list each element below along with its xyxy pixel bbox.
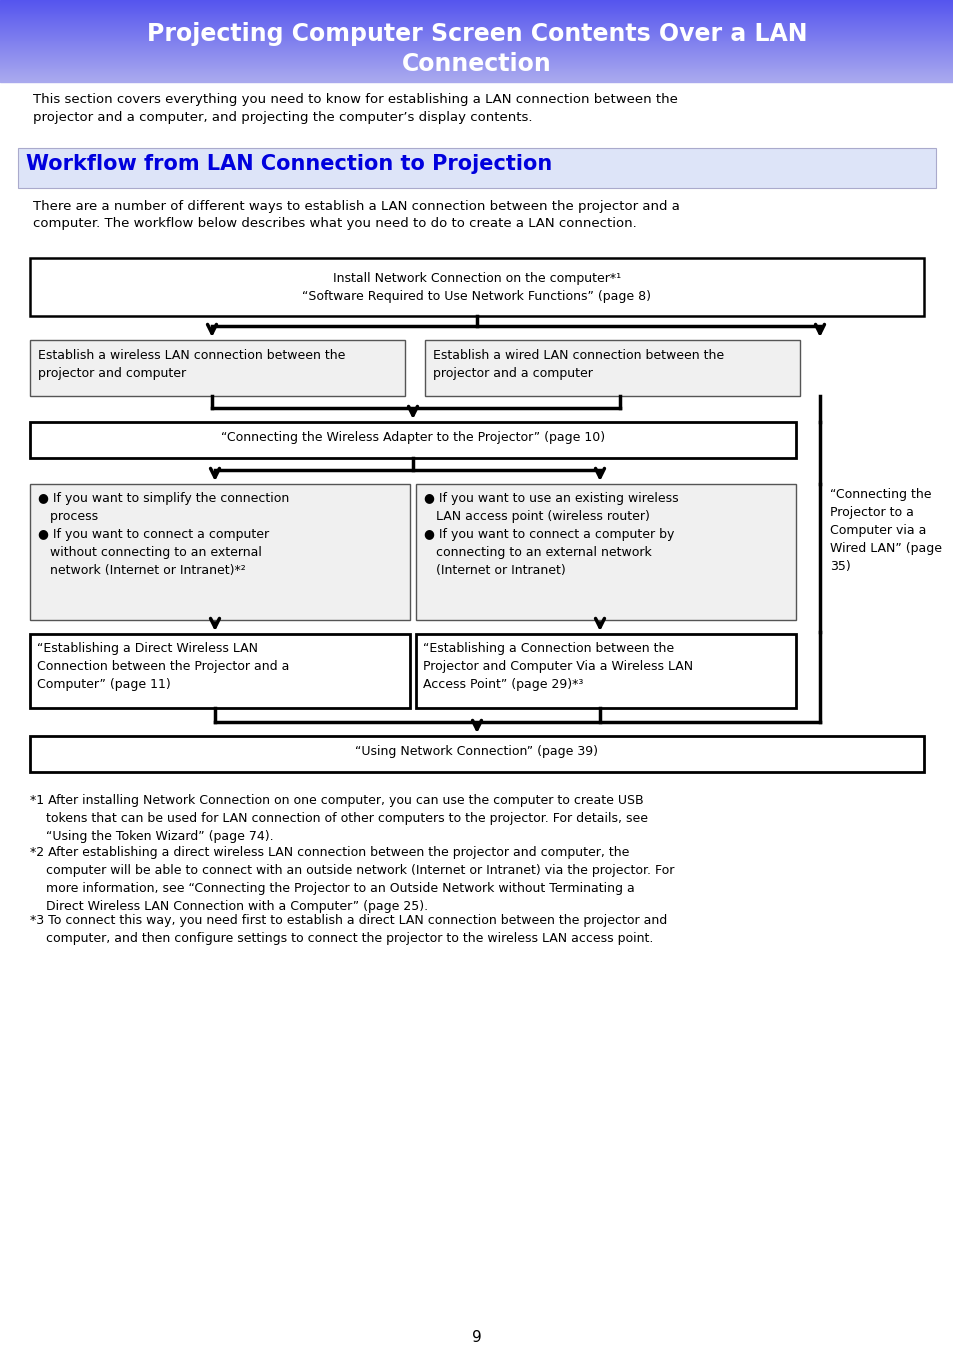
Bar (18, 147, 935, 188)
Bar (30, 258, 923, 316)
Bar (416, 634, 795, 708)
Text: 9: 9 (472, 1330, 481, 1345)
Text: “Software Required to Use Network Functions” (page 8): “Software Required to Use Network Functi… (302, 289, 651, 303)
Text: Establish a wireless LAN connection between the: Establish a wireless LAN connection betw… (38, 349, 345, 362)
Text: This section covers everything you need to know for establishing a LAN connectio: This section covers everything you need … (33, 93, 678, 123)
Text: “Establishing a Direct Wireless LAN
Connection between the Projector and a
Compu: “Establishing a Direct Wireless LAN Conn… (37, 642, 289, 691)
Bar (30, 339, 405, 396)
Text: There are a number of different ways to establish a LAN connection between the p: There are a number of different ways to … (33, 200, 679, 230)
Text: “Connecting the Wireless Adapter to the Projector” (page 10): “Connecting the Wireless Adapter to the … (221, 431, 604, 443)
Bar (416, 484, 795, 621)
Text: *3 To connect this way, you need first to establish a direct LAN connection betw: *3 To connect this way, you need first t… (30, 914, 666, 945)
Bar (30, 735, 923, 772)
Text: Establish a wired LAN connection between the: Establish a wired LAN connection between… (433, 349, 723, 362)
Text: Projecting Computer Screen Contents Over a LAN: Projecting Computer Screen Contents Over… (147, 22, 806, 46)
Bar (30, 422, 795, 458)
Text: “Using Network Connection” (page 39): “Using Network Connection” (page 39) (355, 745, 598, 758)
Text: “Connecting the
Projector to a
Computer via a
Wired LAN” (page
35): “Connecting the Projector to a Computer … (829, 488, 941, 573)
Text: ● If you want to simplify the connection
   process
● If you want to connect a c: ● If you want to simplify the connection… (38, 492, 289, 577)
Text: Install Network Connection on the computer*¹: Install Network Connection on the comput… (333, 272, 620, 285)
Text: “Establishing a Connection between the
Projector and Computer Via a Wireless LAN: “Establishing a Connection between the P… (422, 642, 693, 691)
Text: projector and a computer: projector and a computer (433, 366, 592, 380)
Text: ● If you want to use an existing wireless
   LAN access point (wireless router)
: ● If you want to use an existing wireles… (423, 492, 678, 577)
Bar (30, 484, 410, 621)
Text: projector and computer: projector and computer (38, 366, 186, 380)
Text: *1 After installing Network Connection on one computer, you can use the computer: *1 After installing Network Connection o… (30, 794, 647, 844)
Text: Workflow from LAN Connection to Projection: Workflow from LAN Connection to Projecti… (26, 154, 552, 174)
Bar (424, 339, 800, 396)
Text: *2 After establishing a direct wireless LAN connection between the projector and: *2 After establishing a direct wireless … (30, 846, 674, 913)
Bar (30, 634, 410, 708)
Text: Connection: Connection (402, 51, 551, 76)
